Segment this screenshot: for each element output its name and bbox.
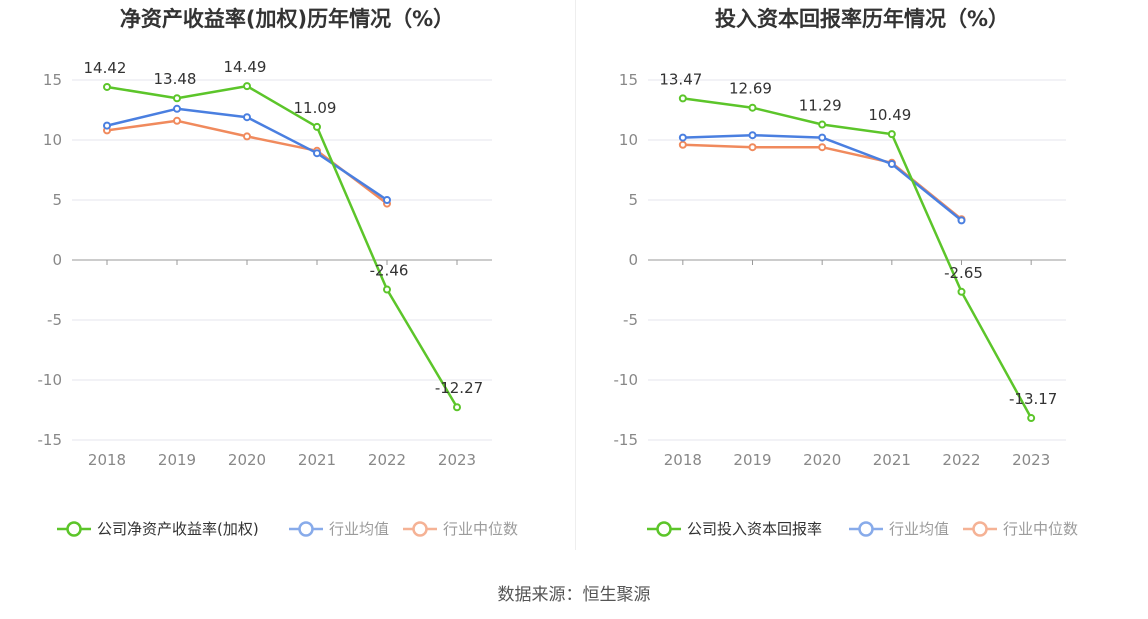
company-point: [103, 82, 111, 91]
industry-median-point: [748, 143, 757, 152]
panel-divider: [575, 0, 576, 550]
x-tick-label: 2022: [368, 451, 406, 469]
legend-label: 公司投入资本回报率: [687, 520, 822, 538]
industry-median-legend-item: 行业中位数: [963, 520, 1078, 538]
industry-median-point: [678, 140, 687, 149]
data-label: 13.48: [154, 70, 197, 88]
company-legend-item: 公司净资产收益率(加权): [57, 520, 259, 538]
y-tick-label: -15: [614, 431, 639, 449]
industry-average-point: [243, 113, 251, 122]
data-label: -13.17: [1009, 390, 1057, 408]
y-tick-label: 15: [619, 71, 638, 89]
data-label: -2.65: [944, 264, 983, 282]
legend-label: 行业中位数: [443, 520, 518, 538]
legend-label: 公司净资产收益率(加权): [97, 520, 259, 538]
industry-average-point: [173, 104, 181, 113]
legend-label: 行业均值: [329, 520, 389, 538]
industry-average-legend-item: 行业均值: [289, 520, 389, 538]
roic-chart-panel: 投入资本回报率历年情况（%） 15 10 5 0 -5 -10 -15 2018 2019 2020…: [576, 0, 1148, 560]
x-tick-label: 2018: [88, 451, 126, 469]
legend-label: 行业中位数: [1003, 520, 1078, 538]
company-point: [887, 130, 896, 139]
chart-title: 净资产收益率(加权)历年情况（%）: [120, 7, 454, 31]
chart-title: 投入资本回报率历年情况（%）: [715, 7, 1009, 31]
data-label: 11.29: [799, 97, 842, 115]
data-label: 11.09: [294, 99, 337, 117]
industry-average-point: [383, 196, 391, 204]
legend-circle-marker: [656, 521, 672, 537]
y-tick-label: 15: [43, 71, 62, 89]
company-point: [453, 403, 461, 412]
company-point: [173, 94, 181, 103]
company-point: [818, 120, 827, 129]
y-tick-label: -10: [38, 371, 63, 389]
data-label: 13.47: [659, 70, 702, 88]
company-line: [682, 97, 1033, 419]
data-label: 14.49: [224, 58, 267, 76]
industry-average-point: [748, 131, 757, 140]
industry-average-point: [313, 149, 321, 158]
company-point: [383, 285, 391, 294]
data-label: 10.49: [868, 106, 911, 124]
company-point: [313, 122, 321, 131]
data-source-note: 数据来源：恒生聚源: [497, 585, 651, 605]
legend-label: 行业均值: [889, 520, 949, 538]
industry-median-point: [243, 132, 251, 141]
y-tick-label: 5: [52, 191, 62, 209]
x-tick-label: 2020: [228, 451, 266, 469]
x-tick-label: 2019: [158, 451, 196, 469]
legend-circle-marker: [66, 521, 82, 537]
x-tick-label: 2021: [873, 451, 911, 469]
x-tick-label: 2023: [438, 451, 476, 469]
y-tick-label: 0: [628, 251, 638, 269]
data-label: -12.27: [435, 379, 483, 397]
y-tick-label: 0: [52, 251, 62, 269]
industry-average-legend-item: 行业均值: [849, 520, 949, 538]
x-tick-label: 2023: [1012, 451, 1050, 469]
roe-chart: 净资产收益率(加权)历年情况（%） 15 10 5 0 -5 -10 -15 2018 2019 2…: [38, 7, 519, 538]
industry-average-point: [103, 121, 111, 130]
industry-median-point: [173, 116, 181, 125]
legend-circle-marker: [412, 521, 428, 537]
data-label: -2.46: [370, 262, 409, 280]
data-label: 12.69: [729, 80, 772, 98]
x-tick-label: 2018: [664, 451, 702, 469]
y-tick-label: 10: [619, 131, 638, 149]
industry-median-legend-item: 行业中位数: [403, 520, 518, 538]
industry-average-point: [957, 216, 966, 225]
company-point: [748, 103, 757, 112]
industry-average-point: [887, 160, 896, 168]
company-point: [243, 82, 251, 91]
industry-average-point: [818, 133, 827, 142]
x-tick-label: 2019: [733, 451, 771, 469]
y-tick-label: -10: [614, 371, 639, 389]
legend-circle-marker: [298, 521, 314, 537]
company-point: [678, 94, 687, 103]
industry-median-point: [818, 143, 827, 152]
roic-chart: 投入资本回报率历年情况（%） 15 10 5 0 -5 -10 -15 2018 2019 2020…: [614, 7, 1079, 538]
x-tick-label: 2022: [942, 451, 980, 469]
x-tick-label: 2020: [803, 451, 841, 469]
industry-average-point: [678, 133, 687, 142]
roe-chart-panel: 净资产收益率(加权)历年情况（%） 15 10 5 0 -5 -10 -15 2018 2019 2…: [0, 0, 574, 560]
data-label: 14.42: [84, 59, 127, 77]
company-line: [106, 84, 459, 408]
legend-circle-marker: [858, 521, 874, 537]
legend-circle-marker: [972, 521, 988, 537]
company-point: [957, 287, 966, 296]
company-point: [1027, 414, 1036, 423]
company-legend-item: 公司投入资本回报率: [647, 520, 822, 538]
y-tick-label: -5: [47, 311, 62, 329]
y-tick-label: -5: [623, 311, 638, 329]
x-tick-label: 2021: [298, 451, 336, 469]
y-tick-label: 10: [43, 131, 62, 149]
y-tick-label: 5: [628, 191, 638, 209]
y-tick-label: -15: [38, 431, 63, 449]
industry-median-line: [682, 143, 963, 221]
industry-average-line: [106, 107, 388, 202]
